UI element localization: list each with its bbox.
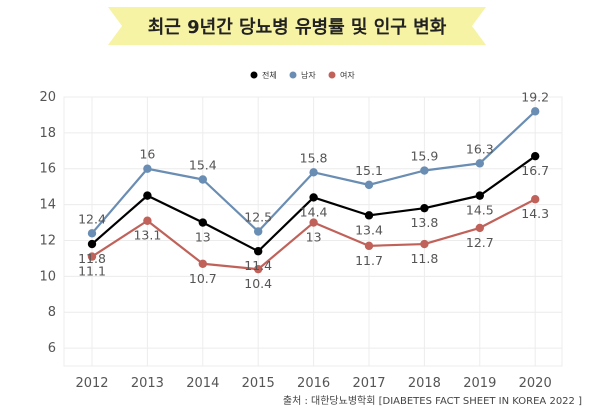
chart-title: 최근 9년간 당뇨병 유병률 및 인구 변화 — [148, 17, 447, 38]
title-banner — [108, 7, 486, 45]
data-labels: 11.8 13 11.4 14.4 13.4 13.8 14.5 16.7 12.4 16 15.4… — [78, 89, 549, 291]
legend: 전체 남자 여자 — [250, 70, 355, 80]
data-label-female-2012: 11.1 — [78, 264, 106, 279]
data-point-total-2019 — [475, 191, 484, 200]
y-tick-label-4: 14 — [39, 198, 56, 213]
data-point-total-2016 — [309, 193, 318, 202]
data-point-total-2020 — [531, 151, 540, 161]
data-point-male-2017 — [364, 180, 374, 190]
data-label-male-2019: 16.3 — [466, 141, 494, 156]
data-label-total-2014: 13 — [195, 230, 211, 245]
y-tick-label-1: 8 — [48, 305, 56, 320]
y-axis-ticks: 6 8 10 12 14 16 18 20 — [39, 90, 56, 356]
y-tick-label-7: 20 — [39, 90, 56, 105]
y-tick-label-2: 10 — [39, 269, 56, 284]
data-point-female-2020 — [531, 195, 540, 204]
data-point-male-2018 — [420, 166, 429, 175]
data-label-male-2013: 16 — [139, 147, 155, 162]
y-tick-label-0: 6 — [48, 341, 56, 356]
data-point-female-2014 — [198, 259, 207, 268]
series — [87, 107, 540, 274]
data-label-total-2019: 14.5 — [466, 203, 494, 218]
data-label-total-2017: 13.4 — [355, 222, 383, 237]
x-tick-label-7: 2019 — [463, 376, 496, 391]
data-point-total-2018 — [420, 203, 429, 213]
data-point-male-2016 — [309, 168, 318, 177]
data-label-male-2020: 19.2 — [521, 89, 549, 104]
x-axis-ticks: 2012 2013 2014 2015 2016 2017 2018 2019 2020 — [75, 376, 551, 391]
data-label-total-2018: 13.8 — [410, 215, 438, 230]
data-point-male-2015 — [254, 227, 263, 236]
data-label-total-2015: 11.4 — [244, 258, 272, 273]
data-label-female-2019: 12.7 — [466, 235, 494, 250]
data-point-female-2019 — [475, 223, 484, 233]
data-point-female-2018 — [420, 239, 429, 249]
data-label-male-2012: 12.4 — [78, 211, 106, 226]
data-label-female-2014: 10.7 — [189, 271, 217, 286]
data-point-male-2020 — [531, 107, 540, 116]
legend-label-total: 전체 — [262, 70, 277, 80]
data-label-female-2015: 10.4 — [244, 276, 272, 291]
data-label-male-2016: 15.8 — [300, 150, 328, 165]
data-point-male-2012 — [87, 229, 97, 238]
x-tick-label-4: 2016 — [297, 376, 330, 391]
data-label-male-2015: 12.5 — [244, 210, 272, 225]
data-point-female-2016 — [309, 218, 318, 227]
data-label-total-2016: 14.4 — [300, 204, 328, 219]
source-note: 출처 : 대한당뇨병학회 [DIABETES FACT SHEET IN KOR… — [283, 395, 582, 407]
data-point-male-2013 — [143, 164, 152, 173]
data-point-total-2017 — [364, 211, 374, 220]
data-point-total-2013 — [143, 191, 152, 200]
data-label-male-2014: 15.4 — [189, 157, 217, 172]
y-tick-label-6: 18 — [39, 126, 56, 141]
data-point-total-2014 — [198, 218, 207, 227]
x-tick-label-5: 2017 — [352, 376, 385, 391]
data-label-female-2016: 13 — [306, 230, 322, 245]
data-label-total-2020: 16.7 — [521, 163, 549, 178]
data-label-total-2012: 11.8 — [78, 251, 106, 266]
x-tick-label-3: 2015 — [242, 376, 275, 391]
data-point-male-2019 — [475, 159, 484, 168]
data-point-female-2015 — [254, 264, 263, 274]
x-tick-label-8: 2020 — [519, 376, 552, 391]
data-label-male-2018: 15.9 — [410, 149, 438, 164]
x-tick-label-6: 2018 — [408, 376, 441, 391]
y-tick-label-5: 16 — [39, 162, 56, 177]
x-tick-label-0: 2012 — [75, 376, 108, 391]
legend-label-female: 여자 — [340, 70, 355, 80]
data-point-total-2015 — [254, 247, 263, 256]
data-point-female-2017 — [364, 241, 374, 251]
data-point-female-2013 — [143, 216, 152, 225]
data-point-male-2014 — [198, 175, 207, 184]
legend-marker-female — [328, 71, 336, 79]
x-tick-label-2: 2014 — [186, 376, 219, 391]
plot-border — [63, 96, 563, 367]
data-label-female-2017: 11.7 — [355, 253, 383, 268]
y-tick-label-3: 12 — [39, 233, 56, 248]
data-point-female-2012 — [87, 252, 97, 261]
data-point-total-2012 — [87, 239, 97, 249]
data-label-female-2018: 11.8 — [410, 251, 438, 266]
data-label-female-2020: 14.3 — [521, 206, 549, 221]
data-label-female-2013: 13.1 — [133, 228, 161, 243]
legend-label-male: 남자 — [301, 71, 316, 80]
legend-marker-male — [289, 71, 297, 79]
x-tick-label-1: 2013 — [131, 376, 164, 391]
legend-marker-total — [250, 71, 258, 79]
data-label-male-2017: 15.1 — [355, 163, 383, 178]
